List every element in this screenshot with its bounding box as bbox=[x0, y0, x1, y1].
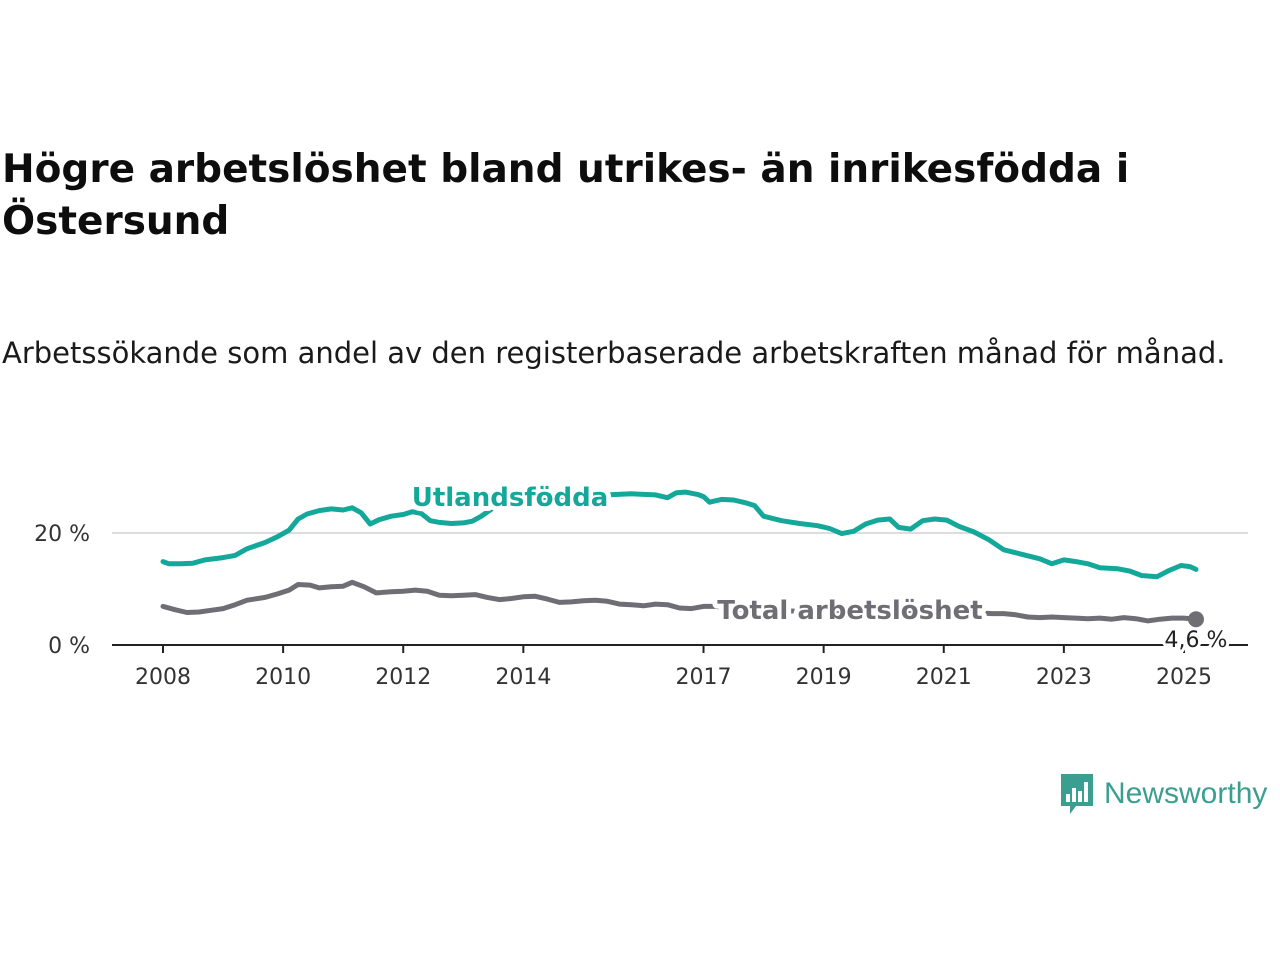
series-line-utlandsfodda bbox=[160, 489, 1199, 580]
x-tick-label: 2017 bbox=[676, 665, 732, 690]
series-line-total bbox=[160, 579, 1199, 624]
x-tick-label: 2008 bbox=[135, 665, 191, 690]
x-tick-label: 2021 bbox=[916, 665, 972, 690]
y-tick-label: 0 % bbox=[48, 634, 90, 659]
x-tick-label: 2025 bbox=[1156, 665, 1212, 690]
series-label: Total arbetslöshet bbox=[717, 596, 982, 626]
x-tick-label: 2012 bbox=[375, 665, 431, 690]
series-label-halo: Utlandsfödda bbox=[412, 483, 609, 513]
x-tick-label: 2014 bbox=[495, 665, 551, 690]
chart-subtitle: Arbetssökande som andel av den registerb… bbox=[2, 336, 1226, 370]
series-label: Utlandsfödda bbox=[412, 483, 609, 513]
end-value-label: 4,6 % bbox=[1165, 628, 1228, 653]
brand-name: Newsworthy bbox=[1104, 777, 1268, 810]
end-value-halo: 4,6 % bbox=[1165, 628, 1228, 653]
series-label-halo: Total arbetslöshet bbox=[717, 596, 982, 626]
newsworthy-brand: Newsworthy bbox=[1058, 772, 1267, 816]
x-tick-label: 2023 bbox=[1036, 665, 1092, 690]
y-tick-label: 20 % bbox=[34, 522, 90, 547]
x-tick-label: 2019 bbox=[796, 665, 852, 690]
newsworthy-logo-icon bbox=[1061, 774, 1093, 814]
line-chart: 0 % 20 % 2008 2010 2012 2014 2017 2019 2021 2023 2… bbox=[34, 478, 1248, 690]
x-tick-label: 2010 bbox=[255, 665, 311, 690]
chart-title: Högre arbetslöshet bland utrikes- än inr… bbox=[2, 147, 1130, 244]
end-point-marker bbox=[1188, 611, 1204, 628]
